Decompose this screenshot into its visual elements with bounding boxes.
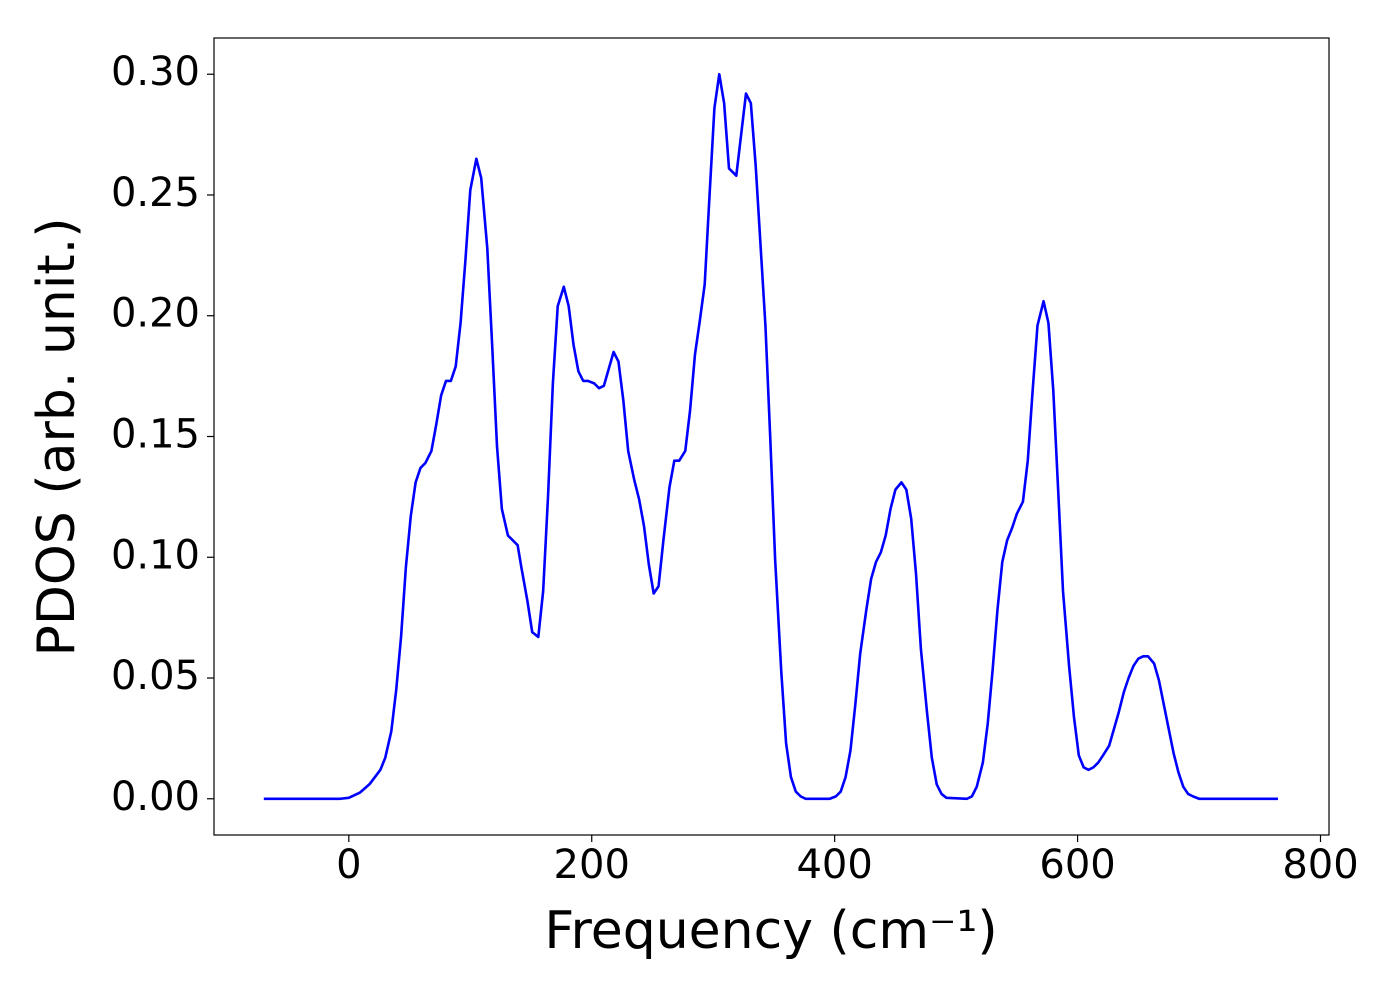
- y-tick-label: 0.00: [111, 774, 200, 820]
- y-tick-label: 0.25: [111, 170, 200, 216]
- plot-frame: [213, 37, 1330, 836]
- x-tick-label: 800: [1282, 842, 1358, 888]
- y-tick-label: 0.05: [111, 653, 200, 699]
- y-tick-label: 0.10: [111, 532, 200, 578]
- y-axis-label: PDOS (arb. unit.): [27, 217, 87, 656]
- data-line: [263, 72, 1278, 801]
- x-tick-label: 0: [336, 842, 361, 888]
- y-tick-label: 0.30: [111, 49, 200, 95]
- x-tick-label: 200: [554, 842, 630, 888]
- x-tick-label: 600: [1039, 842, 1115, 888]
- x-axis-label: Frequency (cm⁻¹): [544, 901, 997, 961]
- y-tick-label: 0.20: [111, 291, 200, 337]
- x-tick-label: 400: [796, 842, 872, 888]
- y-tick-label: 0.15: [111, 412, 200, 458]
